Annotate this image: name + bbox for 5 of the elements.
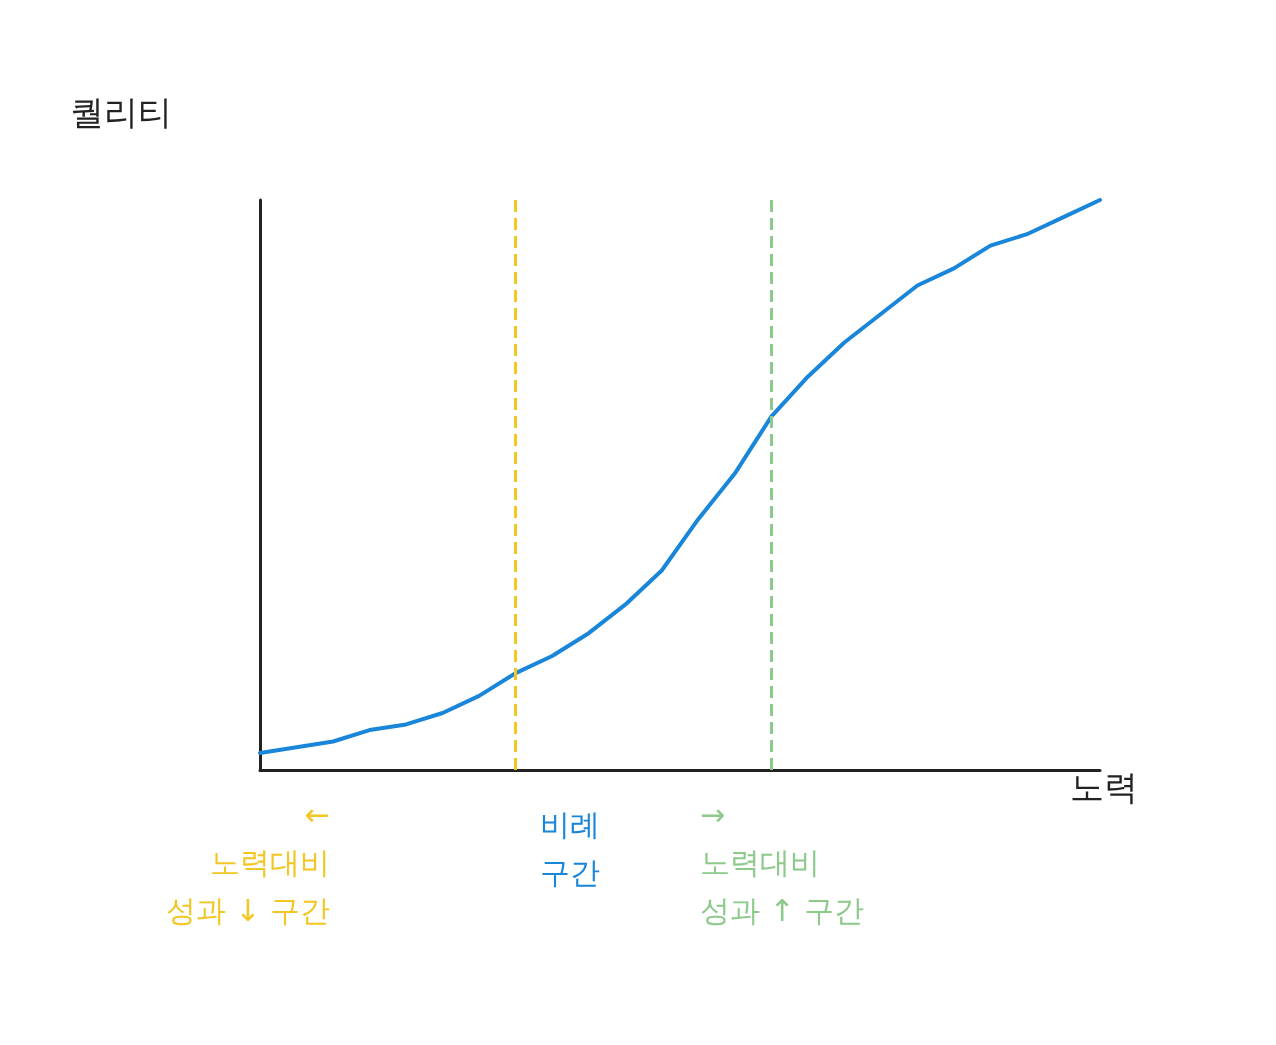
- text: → 노력대비 성과 ↑ 구간: [700, 796, 865, 928]
- text: 비례 구간: [540, 806, 600, 890]
- text: ← 노력대비 성과 ↓ 구간: [165, 796, 330, 928]
- x-axis-title: 노력: [1070, 767, 1138, 807]
- y-axis-title: 퀄리티: [70, 92, 172, 132]
